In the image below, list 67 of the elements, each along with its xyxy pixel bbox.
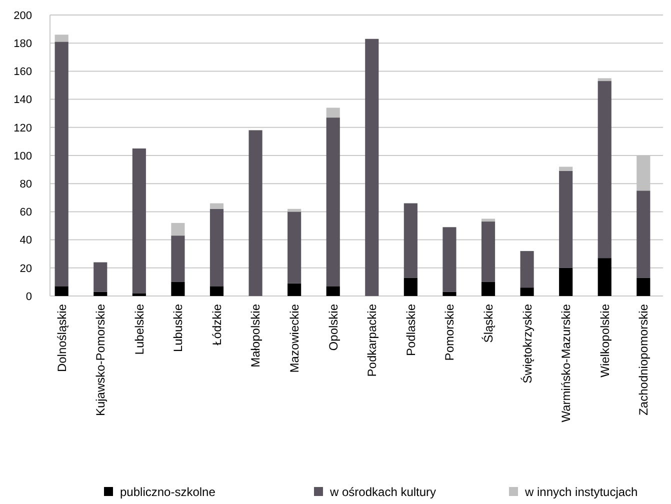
bar (171, 282, 185, 296)
x-tick-label: Mazowieckie (288, 304, 302, 373)
y-tick-label: 80 (20, 178, 32, 190)
bar (210, 286, 224, 296)
x-tick-label: Podkarpackie (365, 304, 380, 377)
x-tick-label: Kujawsko-Pomorskie (94, 304, 108, 416)
legend-label: w ośrodkach kultury (329, 485, 436, 500)
y-tick-label: 20 (20, 262, 32, 275)
bar (598, 78, 612, 82)
y-tick-label: 0 (26, 290, 32, 303)
y-tick-label: 140 (14, 94, 32, 106)
x-tick-label: Łódzkie (210, 304, 224, 346)
bar (442, 292, 456, 296)
bar (288, 283, 302, 296)
x-tick-label: Podlaskie (404, 304, 418, 356)
bar (481, 282, 496, 296)
bar (481, 222, 496, 282)
x-tick-label: Opolskie (326, 304, 340, 351)
x-tick-label: Lubuskie (171, 304, 186, 352)
legend-label: w innych instytucjach (524, 485, 638, 500)
bar (559, 170, 573, 268)
bar (559, 166, 573, 171)
x-tick-label: Świętokrzyskie (520, 304, 534, 384)
bar (404, 278, 418, 296)
bar (94, 262, 108, 292)
bar (636, 278, 650, 296)
y-tick-label: 200 (14, 10, 32, 22)
y-tick-label: 60 (20, 206, 32, 219)
x-tick-label: Wielkopolskie (598, 304, 612, 378)
x-tick-label: Pomorskie (442, 304, 457, 361)
x-tick-label: Warmińsko-Mazurskie (559, 304, 574, 422)
bar (442, 227, 456, 292)
x-tick-label: Lubelskie (132, 304, 146, 355)
bar (326, 286, 340, 296)
bar (54, 42, 68, 286)
y-tick-label: 180 (14, 38, 32, 50)
bar (365, 38, 379, 296)
bar (94, 292, 108, 296)
y-tick-label: 100 (14, 150, 32, 162)
x-tick-label: Śląskie (481, 304, 496, 343)
bar (248, 130, 262, 296)
y-tick-label: 40 (20, 234, 32, 247)
bar (171, 222, 185, 236)
bar (598, 81, 612, 258)
bar (520, 288, 534, 296)
bar (636, 190, 650, 278)
bar (171, 236, 185, 282)
bar (210, 203, 224, 209)
bar (210, 208, 224, 286)
y-tick-label: 160 (14, 66, 32, 78)
legend-label: publiczno-szkolne (120, 485, 216, 500)
y-tick-label: 120 (14, 122, 32, 134)
bar (132, 148, 146, 294)
bar (326, 108, 340, 118)
bar (559, 268, 573, 296)
x-tick-label: Dolnośląskie (54, 304, 69, 372)
bar (54, 286, 68, 296)
bar (598, 258, 612, 296)
x-tick-label: Zachodniopomorskie (636, 304, 651, 416)
bar (481, 218, 496, 222)
bar (326, 118, 340, 286)
x-tick-label: Małopolskie (248, 304, 263, 368)
bar (288, 212, 302, 284)
bar (54, 34, 68, 42)
bar (404, 203, 418, 278)
bar (520, 251, 534, 288)
bar (132, 293, 146, 296)
